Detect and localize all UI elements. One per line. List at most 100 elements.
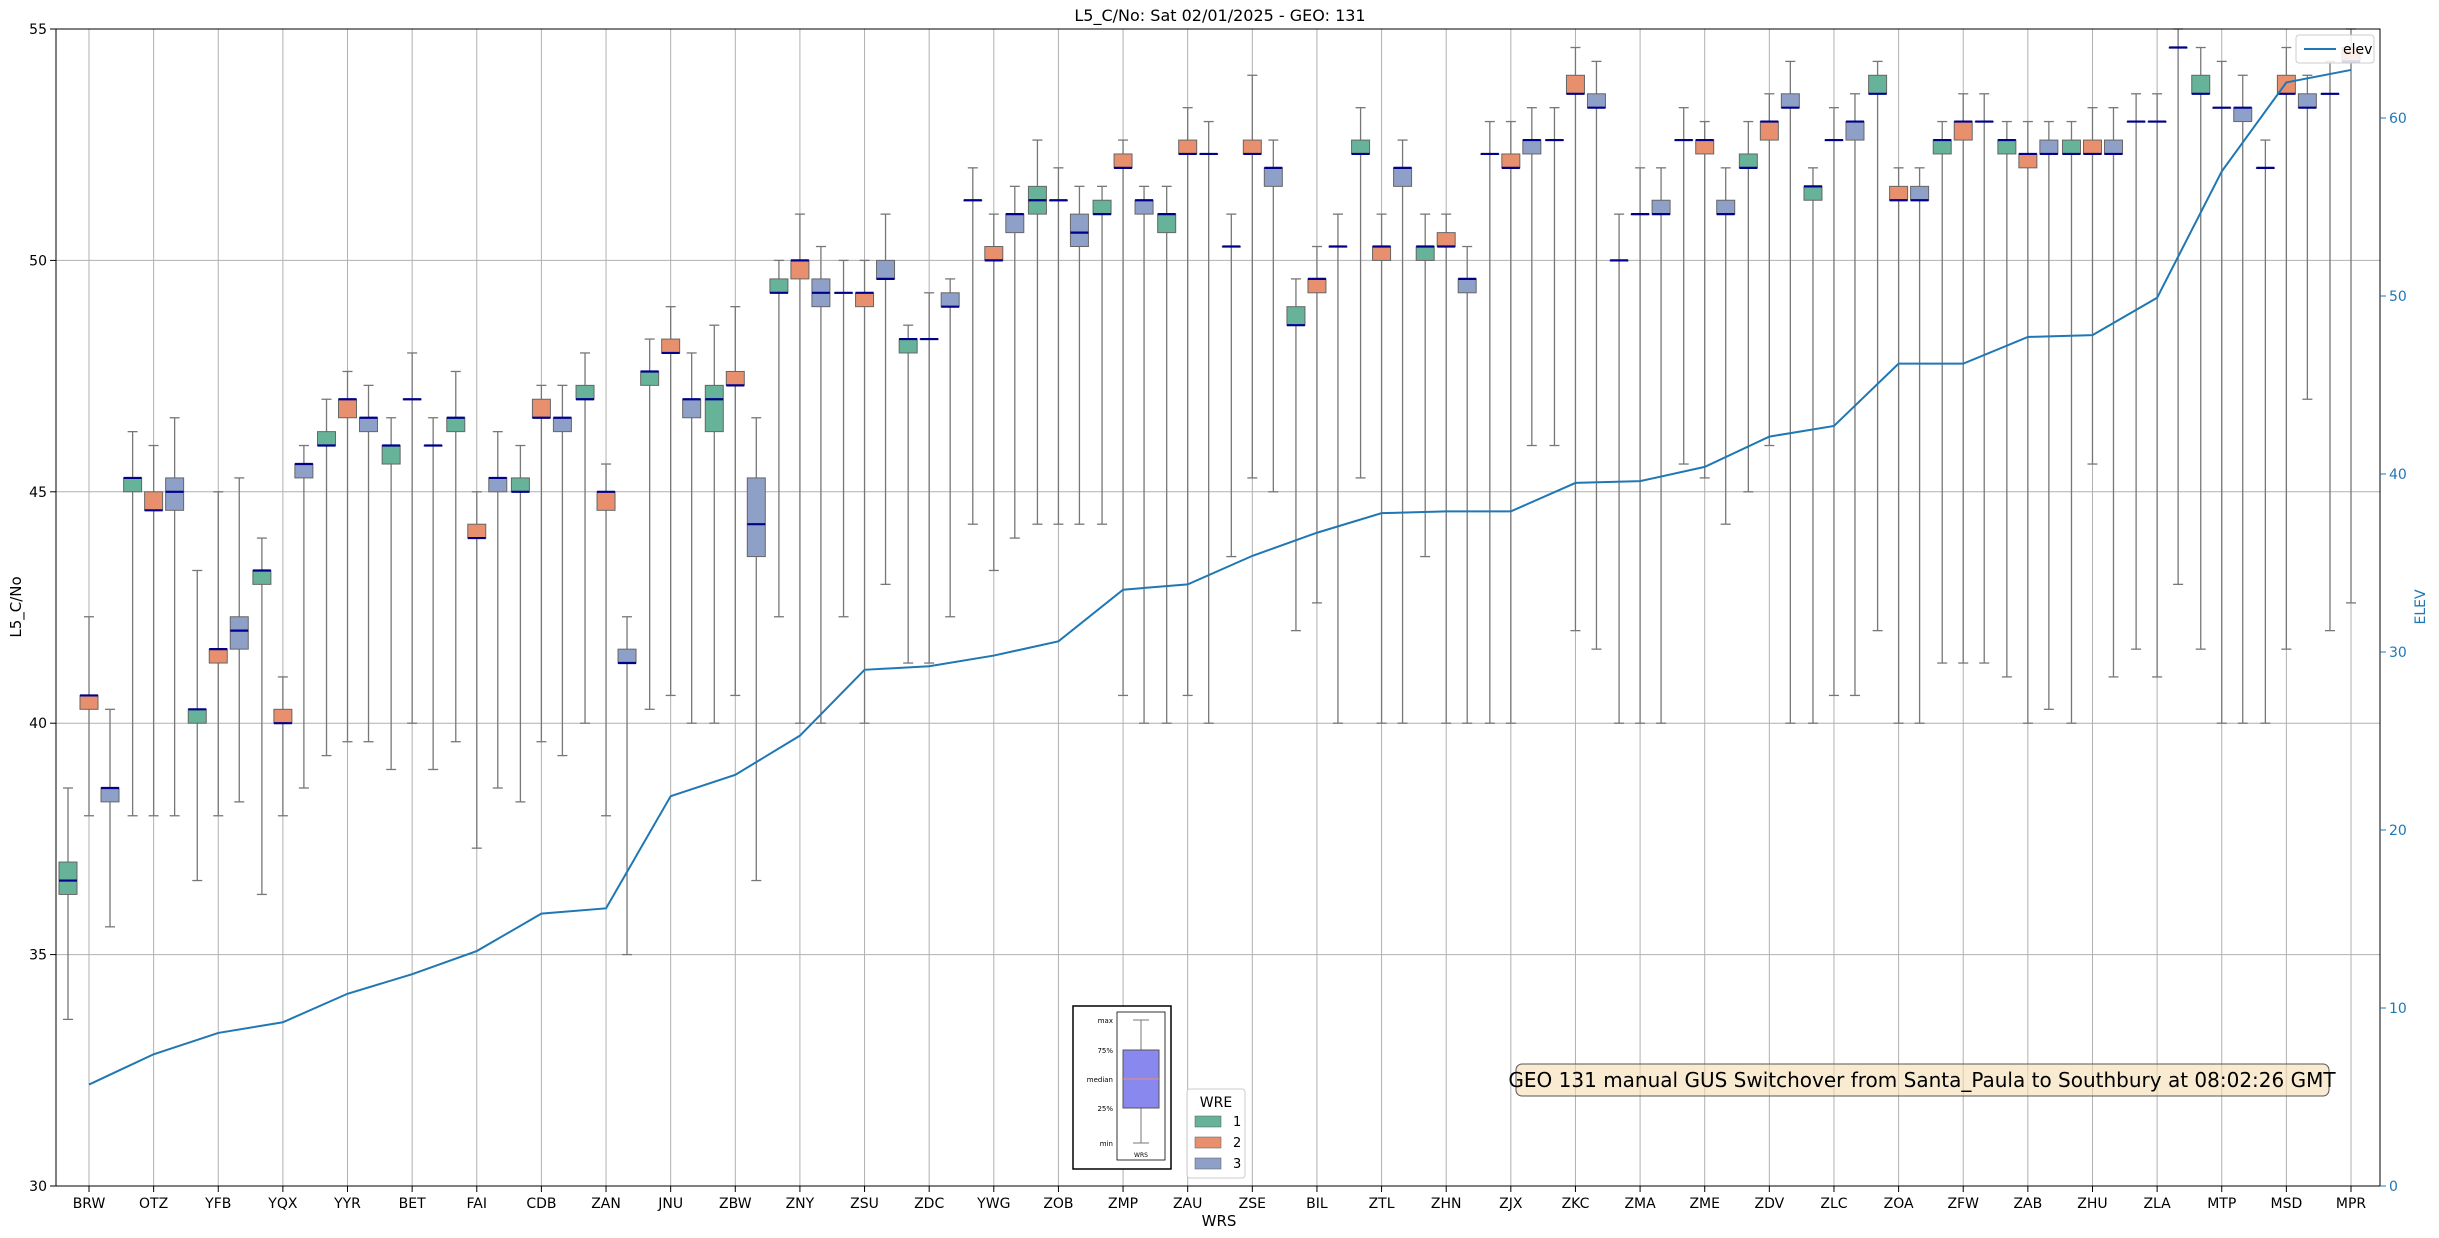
- box-wre-3: [1393, 167, 1413, 187]
- box-wre-3: [1845, 121, 1865, 141]
- x-tick-label: MTP: [2207, 1196, 2236, 1212]
- x-tick-label: YQX: [267, 1196, 298, 1212]
- box-wre-1: [252, 569, 272, 585]
- x-tick-label: MPR: [2336, 1196, 2367, 1212]
- x-tick-label: BIL: [1306, 1196, 1328, 1212]
- legend-inset: max 75% median 25% min WRS: [1072, 1005, 1172, 1170]
- box-wre-2: [1178, 139, 1198, 155]
- y-tick-label: 45: [29, 485, 47, 501]
- x-tick-label: MSD: [2270, 1196, 2302, 1212]
- box-wre-2: [467, 523, 487, 539]
- x-tick-label: ZHU: [2077, 1196, 2107, 1212]
- x-tick-label: ZLC: [1820, 1196, 1847, 1212]
- x-tick-label: ZDC: [914, 1196, 944, 1212]
- whiskers: [63, 28, 2356, 1021]
- box-wre-1: [1351, 139, 1371, 155]
- chart-title: L5_C/No: Sat 02/01/2025 - GEO: 131: [1074, 6, 1365, 26]
- box-wre-1: [381, 445, 401, 465]
- box-wre-3: [294, 463, 314, 479]
- x-tick-label: ZJX: [1499, 1196, 1523, 1212]
- box-wre-3: [1263, 167, 1283, 187]
- x-tick-label: ZKC: [1562, 1196, 1590, 1212]
- wre-legend-label-2: 2: [1233, 1136, 1241, 1151]
- box-wre-2: [725, 370, 745, 386]
- box-wre-3: [1069, 213, 1089, 248]
- box-wre-2: [1889, 185, 1909, 201]
- boxes: [58, 46, 2361, 895]
- box-wre-2: [596, 491, 616, 511]
- y-tick-label: 35: [29, 948, 47, 964]
- y2-ticks: 0 10 20 30 40 50 60: [2380, 111, 2407, 1195]
- box-wre-2: [1372, 246, 1392, 261]
- annotation-text: GEO 131 manual GUS Switchover from Santa…: [1508, 1068, 2336, 1092]
- x-tick-label: ZAN: [591, 1196, 621, 1212]
- box-wre-3: [1457, 278, 1477, 294]
- box-wre-1: [575, 384, 595, 400]
- box-wre-1: [1868, 74, 1888, 95]
- y2-tick-label: 50: [2389, 289, 2407, 305]
- box-wre-2: [2018, 153, 2038, 169]
- y2-tick-label: 60: [2389, 111, 2407, 127]
- box-wre-1: [187, 708, 207, 724]
- x-tick-label: YFB: [204, 1196, 231, 1212]
- box-wre-3: [1134, 199, 1154, 215]
- box-wre-2: [790, 259, 810, 280]
- box-wre-2: [531, 398, 551, 419]
- box-wre-2: [1113, 153, 1133, 169]
- x-tick-label: ZHN: [1431, 1196, 1462, 1212]
- box-wre-3: [682, 398, 702, 419]
- elev-line-group: [88, 68, 2352, 1086]
- y-tick-label: 50: [29, 253, 47, 269]
- box-wre-2: [1307, 278, 1327, 294]
- box-wre-3: [1716, 199, 1736, 215]
- box-wre-1: [898, 338, 918, 354]
- box-wre-1: [123, 477, 143, 493]
- box-wre-3: [229, 616, 249, 650]
- box-wre-3: [552, 417, 572, 433]
- plot-frame: [55, 28, 2381, 1187]
- box-wre-2: [79, 694, 99, 710]
- box-wre-2: [1565, 74, 1585, 95]
- x-axis-label: WRS: [1202, 1212, 1237, 1230]
- x-tick-label: YYR: [333, 1196, 361, 1212]
- x-tick-label: ZMP: [1108, 1196, 1138, 1212]
- x-tick-label: ZLA: [2143, 1196, 2171, 1212]
- box-wre-2: [661, 338, 681, 354]
- x-tick-label: ZOB: [1043, 1196, 1073, 1212]
- x-tick-label: BET: [399, 1196, 426, 1212]
- box-wre-1: [1932, 139, 1952, 155]
- box-wre-3: [617, 648, 637, 664]
- box-wre-2: [273, 708, 293, 724]
- elev-line: [88, 68, 2352, 1086]
- x-tick-label: ZBW: [719, 1196, 752, 1212]
- box-wre-3: [100, 787, 120, 803]
- x-tick-label: ZAU: [1173, 1196, 1202, 1212]
- wre-legend-frame: [1186, 1088, 1246, 1179]
- y2-tick-label: 30: [2389, 645, 2407, 661]
- box-wre-2: [208, 648, 228, 664]
- x-tick-label: ZMA: [1624, 1196, 1656, 1212]
- x-tick-label: ZTL: [1369, 1196, 1395, 1212]
- box-wre-2: [1436, 232, 1456, 248]
- box-wre-1: [769, 278, 789, 294]
- y-ticks: 30 35 40 45 50 55: [29, 22, 56, 1195]
- elev-legend: elev: [2295, 34, 2375, 64]
- box-wre-1: [58, 861, 78, 895]
- box-wre-2: [1759, 121, 1779, 141]
- y2-tick-label: 40: [2389, 467, 2407, 483]
- box-wre-3: [876, 259, 896, 280]
- box-wre-2: [1242, 139, 1262, 155]
- y2-tick-label: 10: [2389, 1001, 2407, 1017]
- box-wre-3: [1586, 93, 1606, 109]
- box-wre-3: [2103, 139, 2123, 155]
- elev-legend-label: elev: [2343, 42, 2372, 58]
- x-tick-label: ZNY: [786, 1196, 815, 1212]
- box-wre-1: [2191, 74, 2211, 95]
- x-tick-label: ZME: [1689, 1196, 1720, 1212]
- box-wre-1: [1286, 306, 1306, 326]
- box-wre-1: [1092, 199, 1112, 215]
- x-tick-label: YWG: [976, 1196, 1010, 1212]
- x-tick-label: ZDV: [1754, 1196, 1784, 1212]
